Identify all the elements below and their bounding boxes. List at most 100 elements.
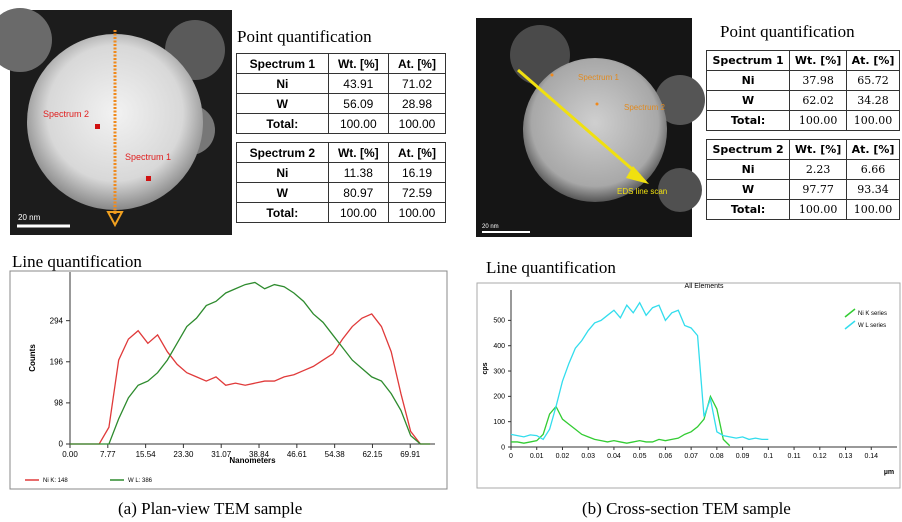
y-tick-label: 500	[493, 318, 505, 325]
table-group-a: Spectrum 1 Wt. [%] At. [%] Ni 43.91 71.02 W 56.…	[236, 53, 447, 223]
header-cell: At. [%]	[846, 50, 900, 71]
table-header-row: Spectrum 2 Wt. [%] At. [%]	[705, 139, 900, 160]
scan-label: EDS line scan	[617, 187, 667, 196]
x-tick-label: 0.04	[607, 453, 621, 460]
y-axis-label: Counts	[28, 344, 37, 372]
table-cell: 71.02	[387, 73, 447, 94]
table-cell: W	[705, 179, 791, 200]
quant-table: Spectrum 1 Wt. [%] At. [%] Ni 43.91 71.02 W 56.…	[236, 53, 447, 134]
table-cell: 2.23	[789, 159, 847, 180]
x-tick-label: 0.14	[864, 453, 878, 460]
y-tick-label: 0	[501, 444, 505, 451]
y-tick-label: 196	[50, 357, 64, 366]
tem-image-a	[0, 8, 232, 235]
table-cell: Total:	[236, 202, 329, 223]
scale-bar-label: 20 nm	[18, 213, 41, 222]
y-tick-label: 300	[493, 368, 505, 375]
table-cell: 100.00	[387, 202, 447, 223]
table-cell: W	[236, 93, 329, 114]
caption: (b) Cross-section TEM sample	[582, 499, 791, 518]
y-tick-label: 98	[54, 399, 63, 408]
table-cell: 100.00	[846, 110, 900, 131]
table-row: W 80.97 72.59	[236, 182, 447, 203]
x-axis-label: µm	[884, 469, 894, 476]
header-cell: Wt. [%]	[327, 53, 389, 74]
section-title: Point quantification	[237, 27, 372, 46]
x-tick-label: 15.54	[136, 450, 157, 459]
table-cell: 100.00	[789, 110, 847, 131]
legend-label: Ni K: 148	[43, 478, 68, 484]
table-cell: Total:	[705, 110, 791, 131]
table-cell: Ni	[236, 162, 329, 183]
table-cell: Total:	[236, 113, 329, 134]
x-tick-label: 0.12	[813, 453, 827, 460]
header-cell: Spectrum 2	[705, 139, 791, 160]
y-tick-label: 400	[493, 343, 505, 350]
chart-frame	[9, 270, 448, 490]
x-tick-label: 0.02	[556, 453, 570, 460]
table-cell: Ni	[705, 159, 791, 180]
x-tick-label: 0.00	[62, 450, 78, 459]
table-cell: 100.00	[846, 199, 900, 220]
table-cell: 100.00	[327, 113, 389, 134]
table-cell: 72.59	[387, 182, 447, 203]
x-tick-label: 54.38	[325, 450, 346, 459]
data-line	[511, 394, 731, 447]
data-line	[70, 281, 431, 445]
table-row: W 56.09 28.98	[236, 93, 447, 114]
x-tick-label: 0.06	[659, 453, 673, 460]
header-cell: At. [%]	[387, 142, 447, 163]
x-axis-label: Nanometers	[229, 456, 276, 465]
tem-image-b	[476, 18, 705, 237]
table-cell: 16.19	[387, 162, 447, 183]
legend-label: Ni K series	[858, 311, 887, 317]
legend-label: W L: 386	[128, 478, 153, 484]
x-tick-label: 0.03	[581, 453, 595, 460]
header-cell: Spectrum 2	[236, 142, 329, 163]
table-row: Total: 100.00 100.00	[236, 113, 447, 134]
table-header-row: Spectrum 2 Wt. [%] At. [%]	[236, 142, 447, 163]
x-tick-label: 7.77	[100, 450, 116, 459]
y-axis-label: cps	[482, 362, 489, 374]
table-cell: 56.09	[327, 93, 389, 114]
table-cell: 6.66	[846, 159, 900, 180]
table-cell: 34.28	[846, 90, 900, 111]
table-header-row: Spectrum 1 Wt. [%] At. [%]	[236, 53, 447, 74]
quant-table: Spectrum 1 Wt. [%] At. [%] Ni 37.98 65.72 W 62.…	[705, 50, 900, 131]
table-cell: 37.98	[789, 70, 847, 91]
table-row: Ni 2.23 6.66	[705, 159, 900, 180]
x-tick-label: 0.11	[788, 453, 801, 460]
charts: 0.00 7.77 15.54 23.30 31.07 38.84 46.61 54.38 62…	[25, 272, 897, 484]
x-tick-label: 31.07	[211, 450, 232, 459]
table-cell: 11.38	[327, 162, 389, 183]
table-cell: 100.00	[327, 202, 389, 223]
table-row: Total: 100.00 100.00	[705, 110, 900, 131]
x-tick-label: 62.15	[362, 450, 383, 459]
table-header-row: Spectrum 1 Wt. [%] At. [%]	[705, 50, 900, 71]
data-line	[510, 301, 769, 441]
table-cell: 43.91	[327, 73, 389, 94]
legend-swatch	[844, 320, 856, 330]
section-title: Line quantification	[486, 258, 616, 277]
header-cell: At. [%]	[387, 53, 447, 74]
x-tick-label: 0.13	[839, 453, 853, 460]
chart-title: All Elements	[685, 283, 724, 290]
table-row: W 97.77 93.34	[705, 179, 900, 200]
quant-table: Spectrum 2 Wt. [%] At. [%] Ni 11.38 16.19 W 80.…	[236, 142, 447, 223]
spectrum-label: Spectrum 2	[43, 109, 89, 119]
x-tick-label: 0.01	[530, 453, 544, 460]
header-cell: Wt. [%]	[327, 142, 389, 163]
table-cell: 97.77	[789, 179, 847, 200]
quant-table: Spectrum 2 Wt. [%] At. [%] Ni 2.23 6.66 W 97.77…	[705, 139, 900, 220]
x-tick-label: 38.84	[249, 450, 270, 459]
spectrum-label: Spectrum 2	[624, 103, 665, 112]
chart-frame	[476, 282, 901, 489]
table-row: Ni 11.38 16.19	[236, 162, 447, 183]
legend-label: W L series	[858, 323, 886, 329]
header-cell: At. [%]	[846, 139, 900, 160]
y-tick-label: 100	[493, 419, 505, 426]
y-tick-label: 294	[50, 316, 64, 325]
x-tick-label: 0.1	[763, 453, 773, 460]
table-row: Ni 37.98 65.72	[705, 70, 900, 91]
